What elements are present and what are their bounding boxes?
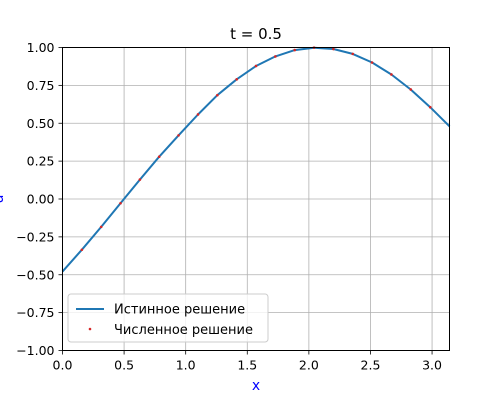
x-tick-label: 1.0	[176, 358, 196, 373]
y-tick-label: 0.50	[27, 116, 55, 131]
numeric-solution-point	[370, 61, 374, 64]
numeric-solution-point	[254, 64, 258, 68]
y-tick-label: 0.25	[27, 154, 55, 169]
legend-box	[67, 293, 269, 343]
numeric-solution-point	[351, 52, 355, 56]
x-tick-label: 3.0	[422, 358, 442, 373]
numeric-solution-point	[157, 155, 161, 159]
numeric-solution-point	[177, 134, 180, 137]
legend-label-numeric: Численное решение	[114, 323, 253, 338]
plot-series	[61, 46, 451, 273]
numeric-solution-point	[138, 178, 142, 181]
y-tick-label: −0.75	[16, 305, 54, 320]
y-tick-label: 1.00	[27, 40, 55, 55]
numeric-solution-point	[216, 93, 219, 97]
numeric-solution-point	[428, 105, 432, 109]
numeric-solution-point	[235, 78, 238, 81]
numeric-solution-point	[390, 73, 393, 76]
x-tick-label: 1.5	[237, 358, 257, 373]
numeric-solution-point	[99, 225, 103, 229]
y-tick-label: −1.00	[16, 343, 54, 358]
x-tick-label: 0.0	[53, 358, 73, 373]
axis-ticks: 0.0 0.5 1.0 1.5 2.0 2.5 3.0 −1.00 −0.75 −0.50 −0.2…	[16, 40, 442, 373]
y-tick-label: −0.25	[16, 229, 54, 244]
numeric-solution-point	[80, 248, 84, 252]
y-axis-label: u	[0, 195, 7, 204]
x-axis-label: x	[252, 378, 260, 394]
x-tick-label: 2.0	[299, 358, 319, 373]
numeric-solution-point	[274, 55, 277, 58]
exact-solution-line	[61, 46, 451, 273]
numeric-solution-point	[409, 88, 413, 91]
y-tick-label: 0.00	[27, 192, 55, 207]
numeric-solution-point	[332, 47, 335, 51]
numeric-solution-point	[196, 113, 200, 116]
legend: Истинное решение Численное решение	[67, 293, 269, 343]
x-tick-label: 2.5	[361, 358, 381, 373]
chart-title: t = 0.5	[230, 25, 282, 43]
x-tick-label: 0.5	[114, 358, 134, 373]
numeric-solution-point	[293, 48, 297, 52]
y-tick-label: 0.75	[27, 78, 55, 93]
grid	[62, 47, 450, 351]
legend-marker-swatch	[88, 327, 92, 331]
y-tick-label: −0.50	[16, 267, 54, 282]
numeric-solution-point	[119, 201, 122, 205]
legend-label-exact: Истинное решение	[114, 303, 245, 318]
